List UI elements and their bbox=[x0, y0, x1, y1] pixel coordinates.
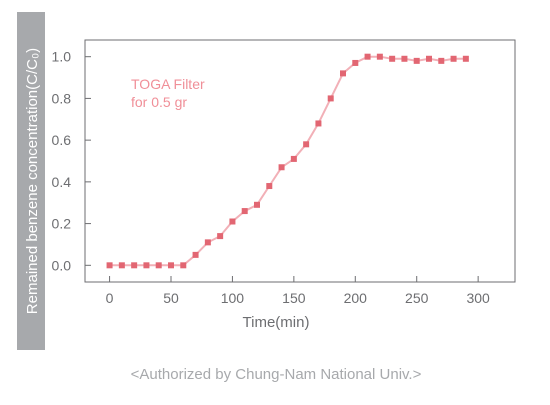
data-point bbox=[241, 208, 248, 215]
annotation-line-2: for 0.5 gr bbox=[131, 94, 187, 110]
x-tick-label: 300 bbox=[466, 290, 490, 306]
data-point bbox=[278, 164, 285, 171]
x-axis-label: Time(min) bbox=[243, 314, 310, 331]
data-point bbox=[217, 233, 224, 240]
data-point bbox=[254, 201, 260, 208]
y-axis-label: Remained benzene concentration(C/C₀) bbox=[24, 48, 41, 314]
data-point bbox=[389, 55, 396, 62]
data-point bbox=[364, 53, 371, 60]
data-point bbox=[106, 262, 113, 269]
data-point bbox=[143, 262, 150, 269]
x-tick-label: 0 bbox=[106, 290, 114, 306]
y-tick-label: 0.8 bbox=[52, 90, 72, 106]
data-point bbox=[352, 59, 359, 66]
data-point bbox=[266, 183, 273, 190]
data-point bbox=[204, 239, 211, 246]
annotation-line-1: TOGA Filter bbox=[131, 76, 205, 92]
data-point bbox=[229, 218, 236, 225]
data-point bbox=[401, 55, 408, 62]
y-tick-label: 0.2 bbox=[52, 216, 72, 232]
data-point bbox=[376, 53, 383, 60]
data-point bbox=[155, 262, 162, 269]
data-point bbox=[327, 95, 334, 102]
x-tick-label: 200 bbox=[344, 290, 368, 306]
data-point bbox=[303, 141, 310, 148]
data-point bbox=[438, 57, 445, 64]
data-point bbox=[180, 262, 187, 269]
credit-text: <Authorized by Chung-Nam National Univ.> bbox=[131, 366, 422, 383]
y-tick-label: 0.4 bbox=[52, 174, 72, 190]
y-tick-label: 0.6 bbox=[52, 132, 72, 148]
x-tick-label: 250 bbox=[405, 290, 429, 306]
data-point bbox=[315, 120, 322, 127]
data-point bbox=[450, 55, 457, 62]
plot-frame bbox=[84, 39, 516, 283]
data-point bbox=[131, 262, 138, 269]
series-layer bbox=[106, 53, 469, 269]
y-axis-ticks: 0.0 0.2 0.4 0.6 0.8 1.0 bbox=[52, 49, 91, 273]
x-tick-label: 150 bbox=[282, 290, 306, 306]
y-tick-label: 1.0 bbox=[52, 49, 72, 65]
data-point bbox=[168, 262, 174, 269]
data-point bbox=[413, 57, 420, 64]
data-point bbox=[426, 55, 432, 62]
y-tick-label: 0.0 bbox=[52, 257, 72, 273]
data-point bbox=[192, 251, 199, 258]
x-tick-label: 50 bbox=[163, 290, 179, 306]
data-point bbox=[340, 70, 346, 77]
ylabel-band bbox=[17, 12, 45, 350]
data-point bbox=[118, 262, 125, 269]
data-point bbox=[462, 55, 469, 62]
x-tick-label: 100 bbox=[221, 290, 245, 306]
x-axis-ticks: 0 50 100 150 200 250 300 bbox=[106, 276, 490, 306]
data-point bbox=[290, 155, 297, 162]
